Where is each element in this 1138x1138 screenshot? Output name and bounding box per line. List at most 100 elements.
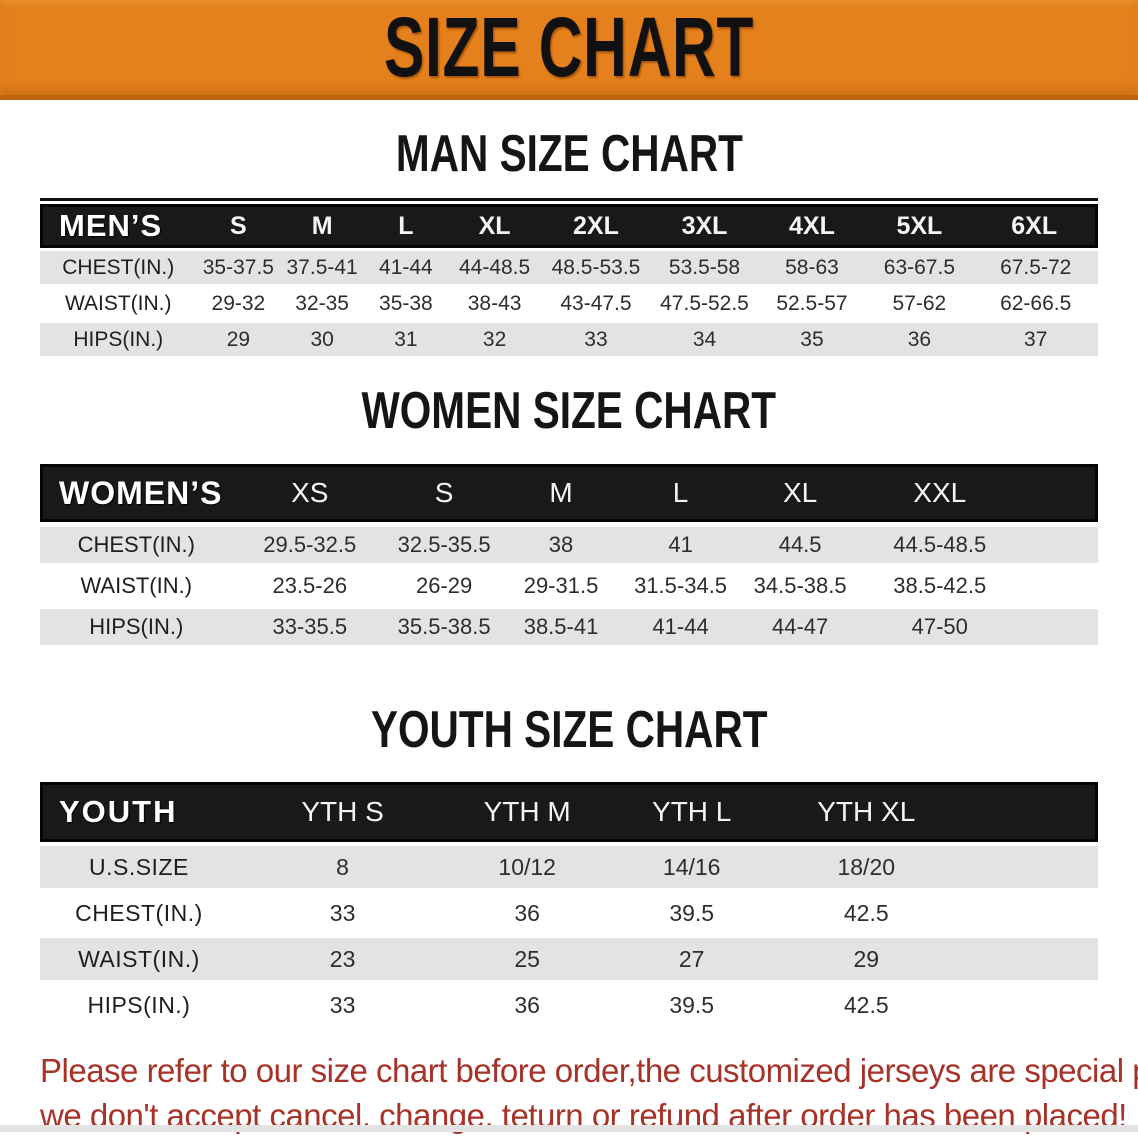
- youth-header-spacer: [956, 782, 1098, 842]
- cell: 36: [865, 323, 974, 356]
- men-col-6xl: 6XL: [973, 204, 1098, 248]
- women-hips-row: HIPS(IN.) 33-35.5 35.5-38.5 38.5-41 41-4…: [40, 609, 1098, 645]
- cell: 37.5-41: [280, 251, 364, 284]
- cell: [956, 984, 1098, 1026]
- cell: [1019, 568, 1098, 604]
- banner-title: SIZE CHART: [383, 0, 755, 94]
- cell: 29-32: [196, 287, 281, 320]
- cell: 30: [280, 323, 364, 356]
- men-col-4xl: 4XL: [758, 204, 866, 248]
- men-col-l: L: [364, 204, 448, 248]
- cell: 43-47.5: [541, 287, 651, 320]
- women-col-xxl: XXL: [859, 464, 1020, 522]
- cell: 35-37.5: [196, 251, 281, 284]
- row-label: CHEST(IN.): [40, 251, 197, 284]
- women-chest-row: CHEST(IN.) 29.5-32.5 32.5-35.5 38 41 44.…: [40, 527, 1098, 563]
- cell: 26-29: [387, 568, 502, 604]
- youth-chest-row: CHEST(IN.) 33 36 39.5 42.5: [40, 892, 1098, 934]
- bottom-edge-strip: [0, 1125, 1138, 1132]
- cell: 44.5-48.5: [859, 527, 1020, 563]
- cell: 33: [541, 323, 651, 356]
- cell: 32.5-35.5: [387, 527, 502, 563]
- cell: 25: [447, 938, 608, 980]
- women-header-row: WOMEN’S XS S M L XL XXL: [40, 464, 1098, 522]
- cell: 39.5: [607, 892, 777, 934]
- women-col-xs: XS: [232, 464, 387, 522]
- youth-hips-row: HIPS(IN.) 33 36 39.5 42.5: [40, 984, 1098, 1026]
- men-waist-row: WAIST(IN.) 29-32 32-35 35-38 38-43 43-47…: [40, 287, 1098, 320]
- row-label: WAIST(IN.): [40, 287, 197, 320]
- cell: 33-35.5: [232, 609, 387, 645]
- row-label: CHEST(IN.): [40, 892, 238, 934]
- cell: 33: [237, 892, 448, 934]
- cell: 31: [364, 323, 448, 356]
- cell: 35-38: [364, 287, 448, 320]
- cell: 18/20: [776, 846, 957, 888]
- row-label: HIPS(IN.): [40, 609, 233, 645]
- youth-size-table: YOUTH YTH S YTH M YTH L YTH XL U.S.SIZE …: [40, 778, 1098, 1030]
- cell: 36: [447, 984, 608, 1026]
- men-col-m: M: [280, 204, 364, 248]
- men-col-s: S: [196, 204, 281, 248]
- cell: 23: [237, 938, 448, 980]
- cell: 42.5: [776, 892, 957, 934]
- cell: 44.5: [740, 527, 860, 563]
- men-table-title: MEN’S: [40, 204, 197, 248]
- cell: 34.5-38.5: [740, 568, 860, 604]
- row-label: HIPS(IN.): [40, 323, 197, 356]
- cell: [1019, 609, 1098, 645]
- youth-waist-row: WAIST(IN.) 23 25 27 29: [40, 938, 1098, 980]
- women-col-l: L: [620, 464, 741, 522]
- disclaimer-line-1: Please refer to our size chart before or…: [40, 1052, 1138, 1089]
- cell: 29.5-32.5: [232, 527, 387, 563]
- cell: 44-48.5: [447, 251, 542, 284]
- cell: [956, 846, 1098, 888]
- cell: 42.5: [776, 984, 957, 1026]
- cell: 33: [237, 984, 448, 1026]
- youth-ussize-row: U.S.SIZE 8 10/12 14/16 18/20: [40, 846, 1098, 888]
- women-waist-row: WAIST(IN.) 23.5-26 26-29 29-31.5 31.5-34…: [40, 568, 1098, 604]
- cell: 63-67.5: [865, 251, 974, 284]
- cell: 52.5-57: [758, 287, 866, 320]
- row-label: WAIST(IN.): [40, 938, 238, 980]
- women-col-xl: XL: [740, 464, 860, 522]
- cell: 35: [758, 323, 866, 356]
- youth-table-title: YOUTH: [40, 782, 238, 842]
- cell: 39.5: [607, 984, 777, 1026]
- cell: 34: [650, 323, 759, 356]
- men-col-5xl: 5XL: [865, 204, 974, 248]
- cell: 53.5-58: [650, 251, 759, 284]
- women-col-m: M: [501, 464, 621, 522]
- cell: [956, 938, 1098, 980]
- cell: 41-44: [620, 609, 741, 645]
- cell: 29: [196, 323, 281, 356]
- youth-col-m: YTH M: [447, 782, 608, 842]
- cell: 48.5-53.5: [541, 251, 651, 284]
- youth-col-s: YTH S: [237, 782, 448, 842]
- cell: 47-50: [859, 609, 1020, 645]
- women-header-spacer: [1019, 464, 1098, 522]
- cell: 35.5-38.5: [387, 609, 502, 645]
- men-chest-row: CHEST(IN.) 35-37.5 37.5-41 41-44 44-48.5…: [40, 251, 1098, 284]
- size-chart-banner: SIZE CHART: [0, 0, 1138, 100]
- cell: 32: [447, 323, 542, 356]
- row-label: CHEST(IN.): [40, 527, 233, 563]
- men-col-3xl: 3XL: [650, 204, 759, 248]
- cell: 10/12: [447, 846, 608, 888]
- men-col-xl: XL: [447, 204, 542, 248]
- cell: 14/16: [607, 846, 777, 888]
- row-label: WAIST(IN.): [40, 568, 233, 604]
- cell: [956, 892, 1098, 934]
- cell: 62-66.5: [973, 287, 1098, 320]
- women-col-s: S: [387, 464, 502, 522]
- youth-col-l: YTH L: [607, 782, 777, 842]
- cell: 38.5-42.5: [859, 568, 1020, 604]
- women-size-chart-heading: WOMEN SIZE CHART: [361, 382, 777, 440]
- men-header-row: MEN’S S M L XL 2XL 3XL 4XL 5XL 6XL: [40, 204, 1098, 248]
- cell: 38-43: [447, 287, 542, 320]
- row-label: U.S.SIZE: [40, 846, 238, 888]
- women-size-table: WOMEN’S XS S M L XL XXL CHEST(IN.) 29.5-…: [40, 459, 1098, 650]
- men-size-table: MEN’S S M L XL 2XL 3XL 4XL 5XL 6XL CHEST…: [40, 198, 1098, 359]
- cell: 67.5-72: [973, 251, 1098, 284]
- cell: 57-62: [865, 287, 974, 320]
